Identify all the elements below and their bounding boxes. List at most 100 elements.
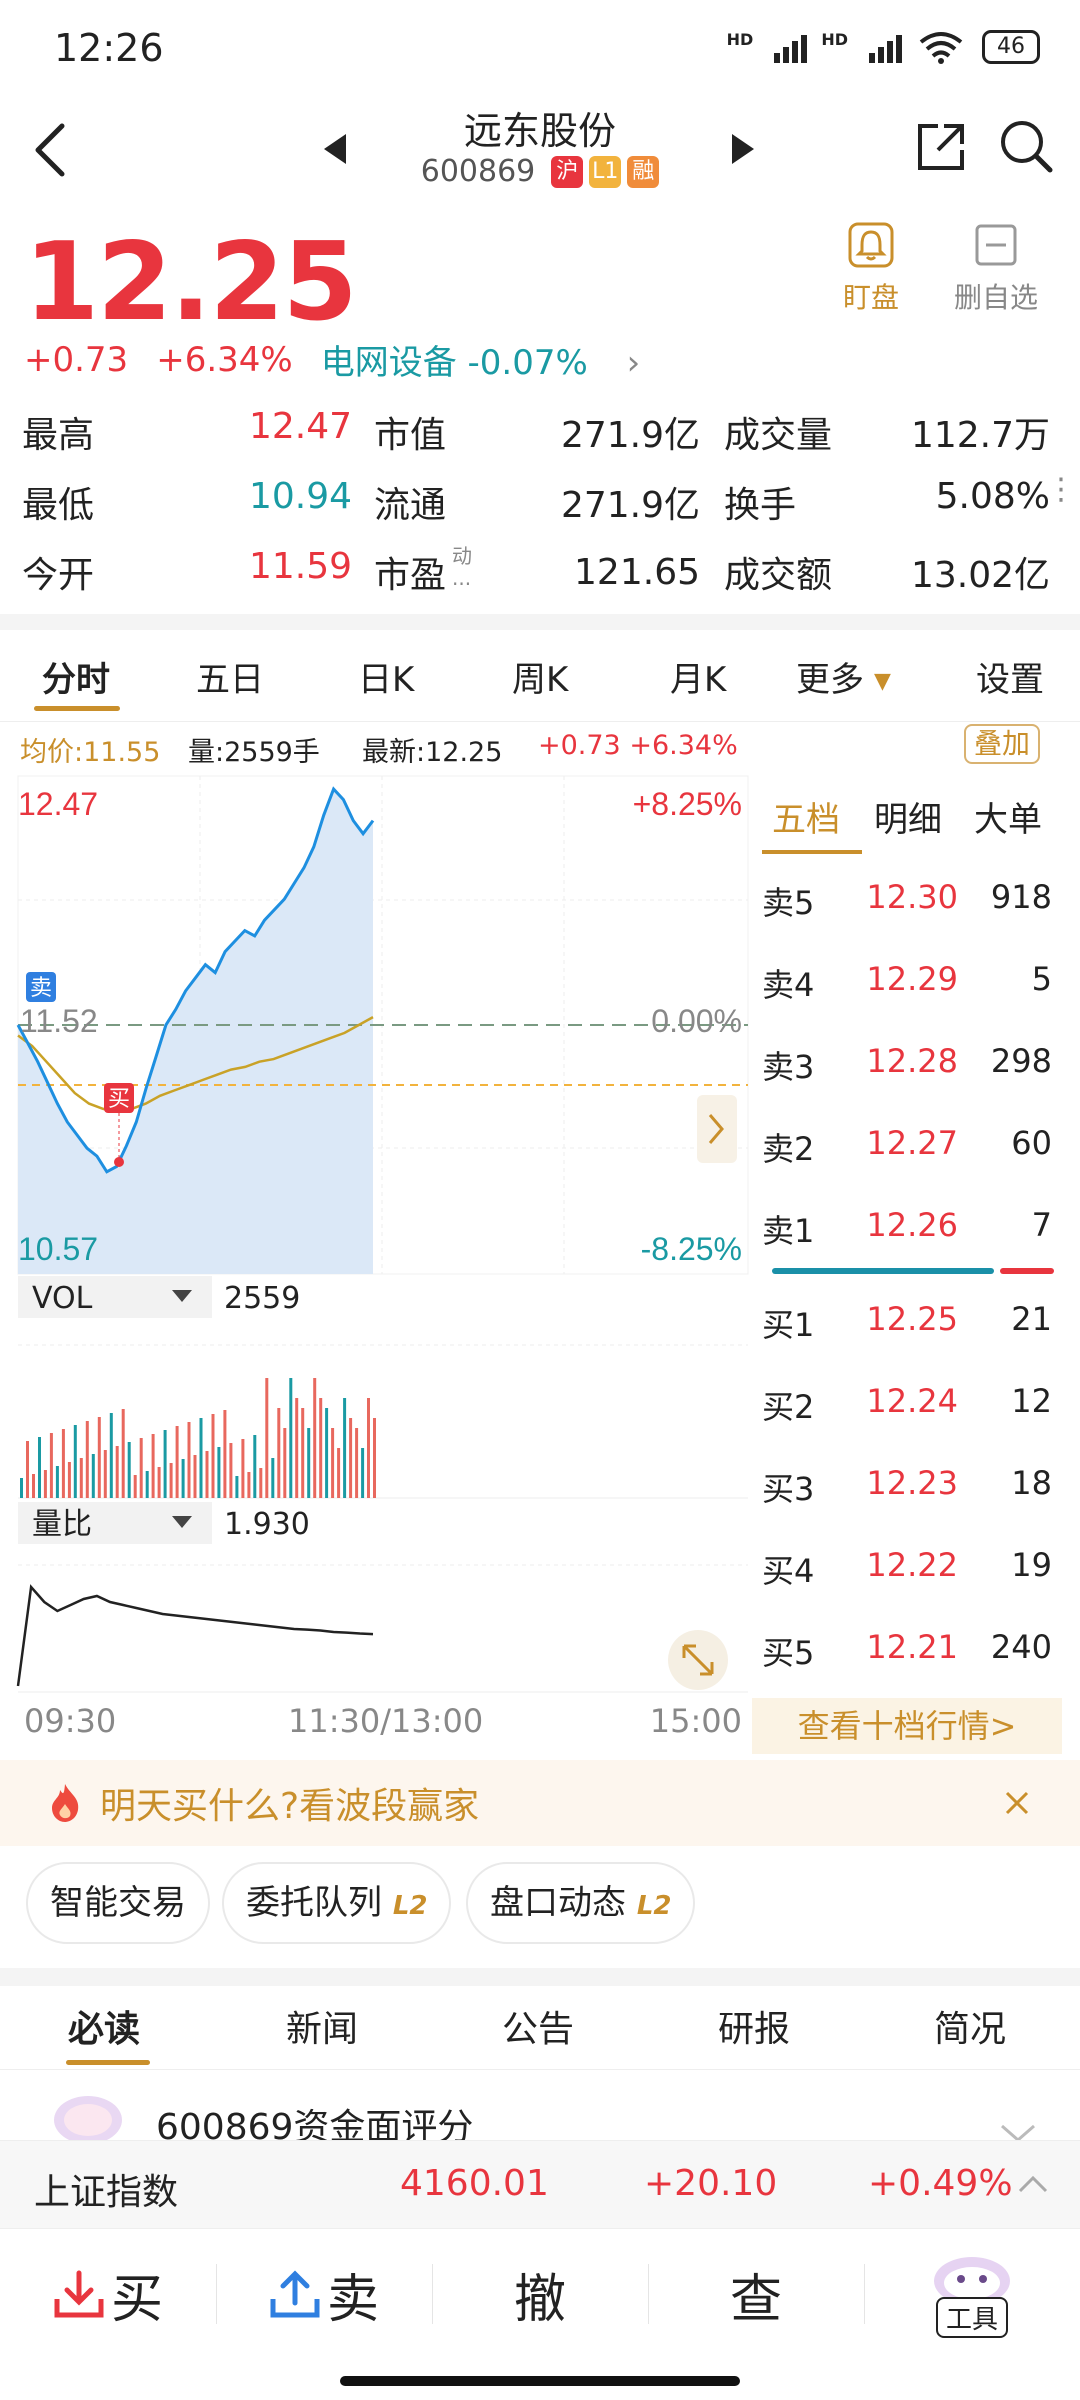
battery-icon: 46 [982, 30, 1040, 64]
tab-five-day[interactable]: 五日 [196, 660, 264, 700]
tab-research[interactable]: 研报 [718, 2009, 791, 2050]
volume-bar [343, 1398, 347, 1498]
stock-header: 远东股份 600869 沪 L1 融 [0, 96, 1080, 216]
volume-bar [109, 1413, 113, 1498]
level-volume: 918 [990, 878, 1052, 916]
tab-large-orders[interactable]: 大单 [974, 800, 1042, 840]
back-icon[interactable] [30, 122, 70, 178]
buy-marker[interactable]: 买 [104, 1083, 134, 1167]
network-type-2: HD [821, 30, 848, 49]
news-peek-row[interactable]: 600869资金面评分 [0, 2072, 1080, 2142]
volume-bar [38, 1437, 41, 1498]
volume-bar [49, 1433, 53, 1498]
volume-bar [151, 1434, 155, 1498]
tab-settings[interactable]: 设置 [976, 660, 1044, 700]
tab-must-read[interactable]: 必读 [68, 2009, 141, 2050]
order-book-row[interactable]: 卖2 12.27 60 [752, 1102, 1062, 1184]
tools-button[interactable]: 工具 [864, 2229, 1080, 2359]
tab-announcements[interactable]: 公告 [502, 2009, 575, 2050]
query-button[interactable]: 查 [648, 2229, 864, 2359]
level-price: 12.22 [866, 1546, 958, 1584]
volume-bar [145, 1471, 149, 1498]
tab-weekly-k[interactable]: 周K [512, 660, 569, 700]
search-icon[interactable] [998, 118, 1054, 176]
signal-icon [866, 31, 902, 63]
volume-bar [133, 1475, 137, 1498]
order-queue-button[interactable]: 委托队列 L2 [222, 1862, 452, 1944]
remove-label: 删自选 [953, 281, 1038, 314]
level-volume: 19 [1011, 1546, 1052, 1584]
tab-details[interactable]: 明细 [874, 800, 942, 840]
order-book-row[interactable]: 买4 12.22 19 [752, 1524, 1062, 1606]
fire-icon [52, 1784, 79, 1822]
market-dynamics-button[interactable]: 盘口动态 L2 [466, 1862, 696, 1944]
index-bar[interactable]: 上证指数 4160.01 +20.10 +0.49% [0, 2140, 1080, 2228]
ratio-indicator-select[interactable]: 量比 [32, 1507, 92, 1542]
tab-profile[interactable]: 简况 [934, 2009, 1007, 2050]
tab-intraday[interactable]: 分时 [42, 660, 110, 700]
tab-daily-k[interactable]: 日K [358, 660, 415, 700]
volume-ratio-line [16, 1584, 374, 1687]
order-book-row[interactable]: 买1 12.25 21 [752, 1278, 1062, 1360]
stat-label: 成交量 [724, 415, 833, 456]
sector-text: 电网设备 -0.07% [320, 343, 588, 383]
close-icon[interactable] [1004, 1790, 1030, 1816]
share-icon[interactable] [914, 120, 968, 174]
order-book-row[interactable]: 卖4 12.29 5 [752, 938, 1062, 1020]
remove-watchlist-button[interactable]: 删自选 [946, 222, 1046, 316]
status-bar: 12:26 HD HD 46 [0, 0, 1080, 96]
stat-value: 5.08% [935, 476, 1050, 517]
volume-bar [319, 1398, 323, 1498]
sell-button[interactable]: 卖 [216, 2229, 432, 2359]
volume-bar [241, 1439, 245, 1498]
stock-code-row: 600869 沪 L1 融 [0, 154, 1080, 189]
stat-value: 271.9亿 [560, 485, 700, 526]
sell-marker[interactable]: 卖 [26, 972, 56, 1002]
order-book-row[interactable]: 买3 12.23 18 [752, 1442, 1062, 1524]
chevron-up-icon[interactable] [1018, 2175, 1048, 2193]
order-book-row[interactable]: 卖1 12.26 7 [752, 1184, 1062, 1266]
tab-monthly-k[interactable]: 月K [670, 660, 727, 700]
volume-bar [61, 1429, 65, 1498]
tab-news[interactable]: 新闻 [286, 2009, 359, 2050]
volume-bars [20, 1378, 376, 1498]
level-volume: 240 [990, 1628, 1052, 1666]
watch-button[interactable]: 盯盘 [836, 222, 906, 316]
smart-trade-button[interactable]: 智能交易 [26, 1862, 210, 1944]
order-book-row[interactable]: 卖5 12.30 918 [752, 856, 1062, 938]
intraday-chart[interactable]: 12.47 11.52 10.57 +8.25% 0.00% -8.25% 卖 … [0, 720, 750, 1740]
level-volume: 5 [1031, 960, 1052, 998]
volume-bar [157, 1467, 161, 1498]
tab-more[interactable]: 更多 ▼ [796, 652, 891, 701]
level-label: 卖5 [762, 884, 815, 922]
tools-label: 工具 [935, 2296, 1008, 2338]
buy-button[interactable]: 买 [0, 2229, 216, 2359]
prev-stock-icon[interactable] [322, 132, 348, 166]
time-end: 15:00 [650, 1702, 742, 1740]
home-indicator[interactable] [340, 2376, 740, 2386]
index-change: +20.10 [644, 2163, 778, 2204]
level-label: 卖2 [762, 1130, 815, 1168]
promo-banner[interactable]: 明天买什么?看波段赢家 [0, 1760, 1080, 1846]
download-icon [54, 2270, 104, 2318]
cancel-order-button[interactable]: 撤 [432, 2229, 648, 2359]
fullscreen-icon[interactable] [668, 1630, 728, 1690]
caret-down-icon: ▼ [874, 669, 891, 694]
vol-indicator-select[interactable]: VOL [32, 1281, 93, 1316]
order-book-row[interactable]: 买2 12.24 12 [752, 1360, 1062, 1442]
expand-right-icon[interactable] [697, 1095, 737, 1163]
sector-link[interactable]: 电网设备 -0.07% › [321, 335, 669, 384]
next-stock-icon[interactable] [730, 132, 756, 166]
pill-label: 智能交易 [50, 1883, 186, 1923]
order-book-row[interactable]: 卖3 12.28 298 [752, 1020, 1062, 1102]
book-balance-bar [758, 1266, 1056, 1278]
chart-tabs: 分时 五日 日K 周K 月K 更多 ▼ 设置 [0, 632, 1080, 722]
more-stats-icon[interactable]: ⋮ [1046, 472, 1076, 507]
wifi-icon [919, 32, 963, 64]
volume-bar [55, 1466, 59, 1498]
ten-level-button[interactable]: 查看十档行情> [752, 1698, 1062, 1754]
volume-bar [355, 1428, 359, 1498]
order-book-row[interactable]: 买5 12.21 240 [752, 1606, 1062, 1688]
overlay-button[interactable]: 叠加 [964, 724, 1041, 764]
tab-five-levels[interactable]: 五档 [772, 800, 840, 840]
